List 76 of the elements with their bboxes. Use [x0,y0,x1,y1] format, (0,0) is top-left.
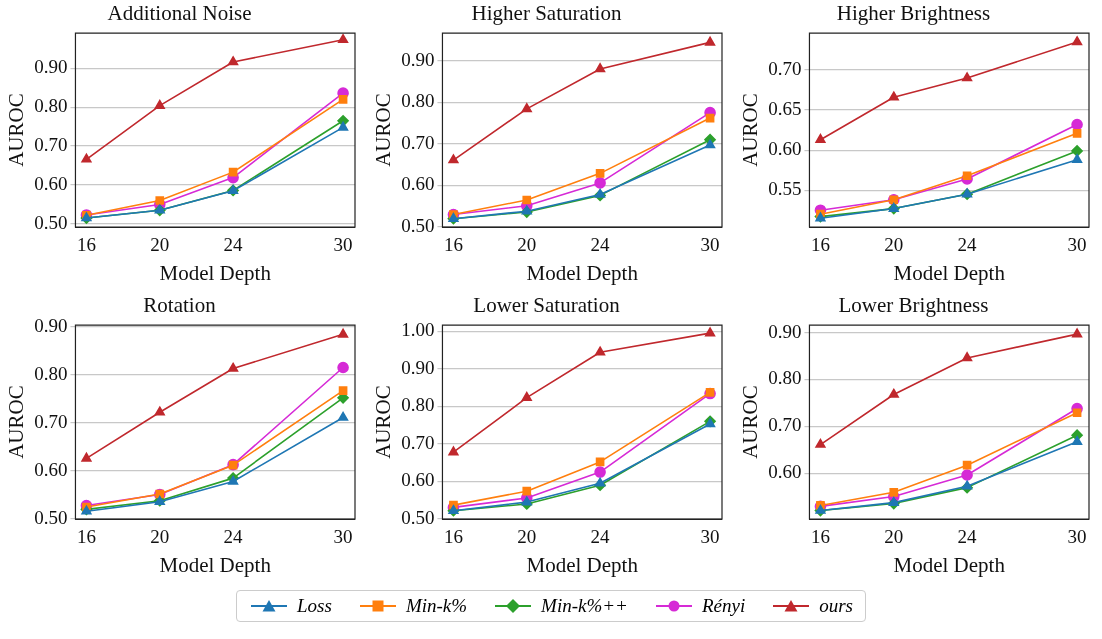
x-tick-label: 24 [590,234,611,256]
y-tick-label: 0.50 [34,211,68,233]
x-tick-label: 16 [76,526,96,548]
y-tick-label: 0.90 [401,356,435,378]
y-tick-label: 0.70 [768,58,802,80]
y-tick-label: 0.80 [34,362,68,384]
y-tick-label: 0.60 [401,469,435,491]
y-tick-label: 0.60 [34,458,68,480]
y-tick-label: 0.90 [768,320,802,342]
chart-title: Additional Noise [107,1,252,26]
x-tick-label: 24 [957,234,978,256]
legend-label: Min-k%++ [541,595,628,617]
y-tick-label: 0.80 [34,95,68,117]
y-tick-label: 0.70 [401,131,435,153]
x-tick-label: 30 [700,234,720,256]
x-tick-label: 30 [1067,526,1087,548]
chart-title: Higher Saturation [471,1,622,26]
y-tick-label: 0.90 [34,56,68,78]
x-tick-label: 30 [1067,234,1087,256]
y-tick-label: 0.80 [401,394,435,416]
y-tick-label: 0.90 [34,314,68,336]
x-axis-title: Model Depth [159,260,272,285]
y-tick-label: 0.70 [34,410,68,432]
chart-title: Rotation [143,293,217,318]
legend-label: ours [819,595,853,617]
y-tick-label: 1.00 [401,319,435,341]
y-tick-label: 0.65 [768,98,802,120]
y-axis-title: AUROC [4,385,29,459]
x-tick-label: 16 [76,234,96,256]
x-axis-title: Model Depth [159,552,272,577]
x-tick-label: 16 [443,526,463,548]
legend-label: Min-k% [405,595,468,617]
x-tick-label: 20 [517,526,537,548]
y-axis-title: AUROC [371,93,396,167]
x-tick-label: 20 [517,234,537,256]
legend-label: Rényi [701,595,746,617]
chart-title: Lower Brightness [838,293,989,318]
y-tick-label: 0.80 [768,367,802,389]
y-tick-label: 0.60 [401,173,435,195]
x-tick-label: 24 [223,234,244,256]
y-tick-label: 0.60 [34,172,68,194]
chart-title: Lower Saturation [473,293,621,318]
y-axis-title: AUROC [738,385,763,459]
x-tick-label: 16 [810,526,830,548]
x-axis-title: Model Depth [526,552,639,577]
y-tick-label: 0.70 [401,431,435,453]
y-tick-label: 0.55 [768,178,802,200]
y-axis-title: AUROC [4,93,29,167]
x-tick-label: 30 [333,234,353,256]
x-tick-label: 24 [223,526,244,548]
x-tick-label: 30 [333,526,353,548]
x-tick-label: 30 [700,526,720,548]
x-tick-label: 24 [957,526,978,548]
y-tick-label: 0.50 [34,506,68,528]
x-tick-label: 24 [590,526,611,548]
x-tick-label: 16 [443,234,463,256]
x-tick-label: 20 [884,234,904,256]
y-tick-label: 0.70 [34,134,68,156]
y-tick-label: 0.50 [401,506,435,528]
x-tick-label: 16 [810,234,830,256]
x-tick-label: 20 [150,234,170,256]
y-tick-label: 0.90 [401,48,435,70]
y-tick-label: 0.60 [768,461,802,483]
chart-title: Higher Brightness [836,1,991,26]
y-axis-title: AUROC [371,385,396,459]
y-tick-label: 0.70 [768,414,802,436]
x-axis-title: Model Depth [526,260,639,285]
y-tick-label: 0.50 [401,214,435,236]
y-axis-title: AUROC [738,93,763,167]
y-tick-label: 0.80 [401,90,435,112]
y-tick-label: 0.60 [768,138,802,160]
x-axis-title: Model Depth [893,260,1006,285]
x-tick-label: 20 [884,526,904,548]
x-tick-label: 20 [150,526,170,548]
legend-label: Loss [297,595,332,617]
x-axis-title: Model Depth [893,552,1006,577]
